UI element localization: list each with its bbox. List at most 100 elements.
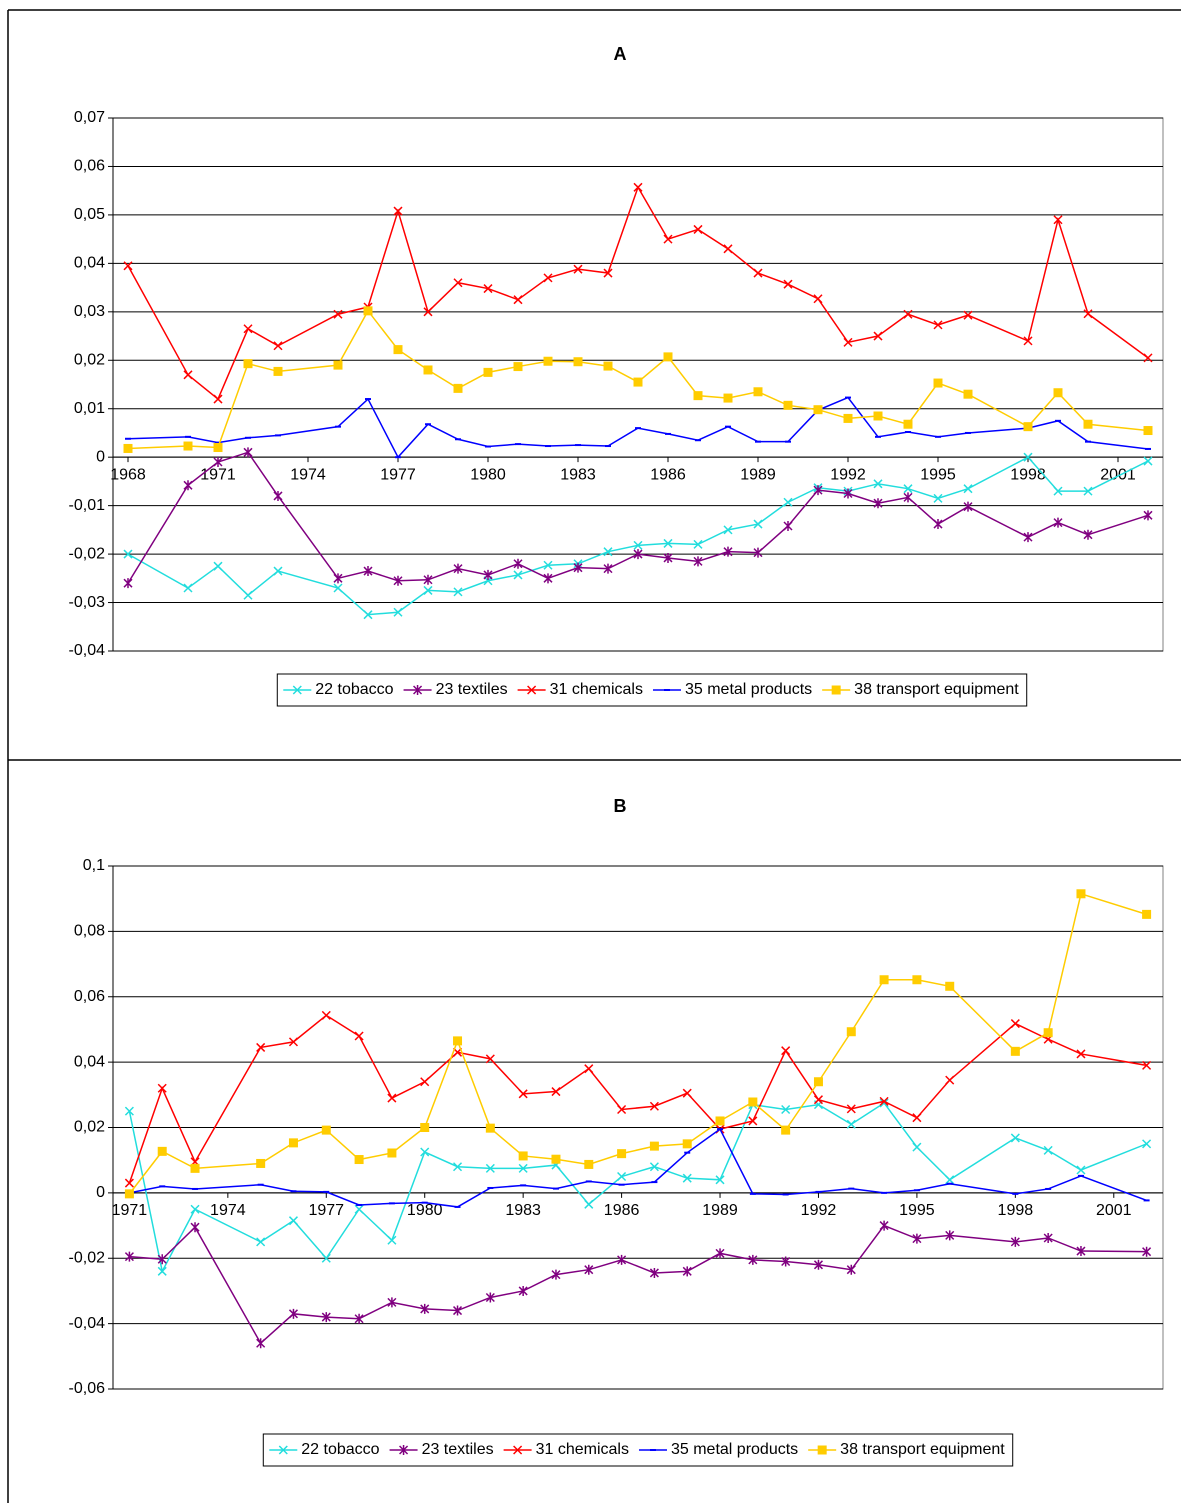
marker	[945, 981, 955, 991]
legend-box	[276, 673, 1028, 707]
marker	[723, 525, 733, 535]
chart-title: A	[614, 44, 627, 64]
marker	[543, 273, 553, 283]
marker	[617, 1149, 627, 1159]
marker	[813, 485, 823, 496]
y-tick-label: 0,01	[74, 400, 105, 417]
x-tick-label: 1974	[290, 466, 326, 483]
marker	[288, 1138, 298, 1148]
x-tick-label: 1989	[740, 466, 776, 483]
marker	[513, 558, 523, 569]
legend-marker	[831, 685, 841, 695]
marker	[912, 975, 922, 985]
marker	[288, 1308, 298, 1319]
legend-label: 23 textiles	[422, 1441, 494, 1458]
marker	[715, 1175, 725, 1185]
y-tick-label: 0,06	[74, 158, 105, 175]
marker	[903, 419, 913, 429]
marker	[1023, 422, 1033, 432]
marker	[333, 573, 343, 584]
marker	[485, 1123, 495, 1133]
marker	[423, 307, 433, 317]
marker	[573, 357, 583, 367]
legend-label: 22 tobacco	[315, 681, 393, 698]
marker	[183, 441, 193, 451]
marker	[843, 337, 853, 347]
marker	[1053, 517, 1063, 528]
marker	[846, 1264, 856, 1275]
marker	[213, 561, 223, 571]
marker	[933, 493, 943, 503]
marker	[945, 1230, 955, 1241]
marker	[123, 443, 133, 453]
marker	[420, 1303, 430, 1314]
marker	[873, 479, 883, 489]
marker	[124, 1189, 134, 1199]
marker	[393, 575, 403, 586]
marker	[288, 1216, 298, 1226]
marker	[584, 1064, 594, 1074]
marker	[543, 560, 553, 570]
marker	[420, 1147, 430, 1157]
x-tick-label: 1986	[604, 1202, 640, 1219]
x-tick-label: 1992	[830, 466, 866, 483]
y-tick-label: 0,05	[74, 206, 105, 223]
y-tick-label: 0,02	[74, 351, 105, 368]
marker	[1023, 452, 1033, 462]
marker	[912, 1113, 922, 1123]
marker	[1143, 456, 1153, 466]
legend: 22 tobacco 23 textiles 31 chemicals 35 meta…	[262, 1433, 1014, 1467]
x-tick-label: 1983	[560, 466, 596, 483]
marker	[723, 244, 733, 254]
marker	[256, 1237, 266, 1247]
marker	[1043, 1028, 1053, 1038]
marker	[649, 1141, 659, 1151]
marker	[213, 457, 223, 468]
x-tick-label: 2001	[1100, 466, 1136, 483]
marker	[879, 1220, 889, 1231]
x-tick-label: 1977	[380, 466, 416, 483]
marker	[243, 447, 253, 458]
y-tick-label: -0,04	[69, 642, 106, 659]
legend-label: 31 chemicals	[536, 1441, 629, 1458]
x-tick-label: 1983	[505, 1202, 541, 1219]
marker	[723, 393, 733, 403]
y-tick-label: -0,02	[69, 1249, 106, 1266]
marker	[813, 405, 823, 415]
marker	[453, 278, 463, 288]
x-tick-label: 1968	[110, 466, 146, 483]
marker	[513, 362, 523, 372]
legend-marker	[399, 1445, 409, 1455]
marker	[633, 377, 643, 387]
marker	[879, 975, 889, 985]
y-tick-label: -0,01	[69, 497, 106, 514]
marker	[963, 310, 973, 320]
legend-marker	[527, 685, 537, 695]
x-tick-label: 2001	[1096, 1202, 1132, 1219]
x-tick-label: 1995	[899, 1202, 935, 1219]
marker	[781, 1046, 791, 1056]
marker	[963, 501, 973, 512]
marker	[453, 383, 463, 393]
marker	[748, 1116, 758, 1126]
y-tick-label: -0,06	[69, 1380, 106, 1397]
marker	[243, 359, 253, 369]
marker	[879, 1096, 889, 1106]
marker	[617, 1171, 627, 1182]
marker	[682, 1139, 692, 1149]
marker	[663, 552, 673, 563]
marker	[321, 1312, 331, 1323]
marker	[423, 585, 433, 595]
y-tick-label: -0,02	[69, 545, 106, 562]
marker	[813, 1095, 823, 1105]
marker	[813, 1259, 823, 1270]
marker	[715, 1116, 725, 1126]
marker	[843, 488, 853, 499]
x-tick-label: 1980	[470, 466, 506, 483]
marker	[783, 497, 793, 507]
marker	[617, 1104, 627, 1115]
marker	[617, 1254, 627, 1265]
marker	[190, 1222, 200, 1233]
marker	[157, 1083, 167, 1093]
legend-label: 38 transport equipment	[854, 681, 1019, 698]
